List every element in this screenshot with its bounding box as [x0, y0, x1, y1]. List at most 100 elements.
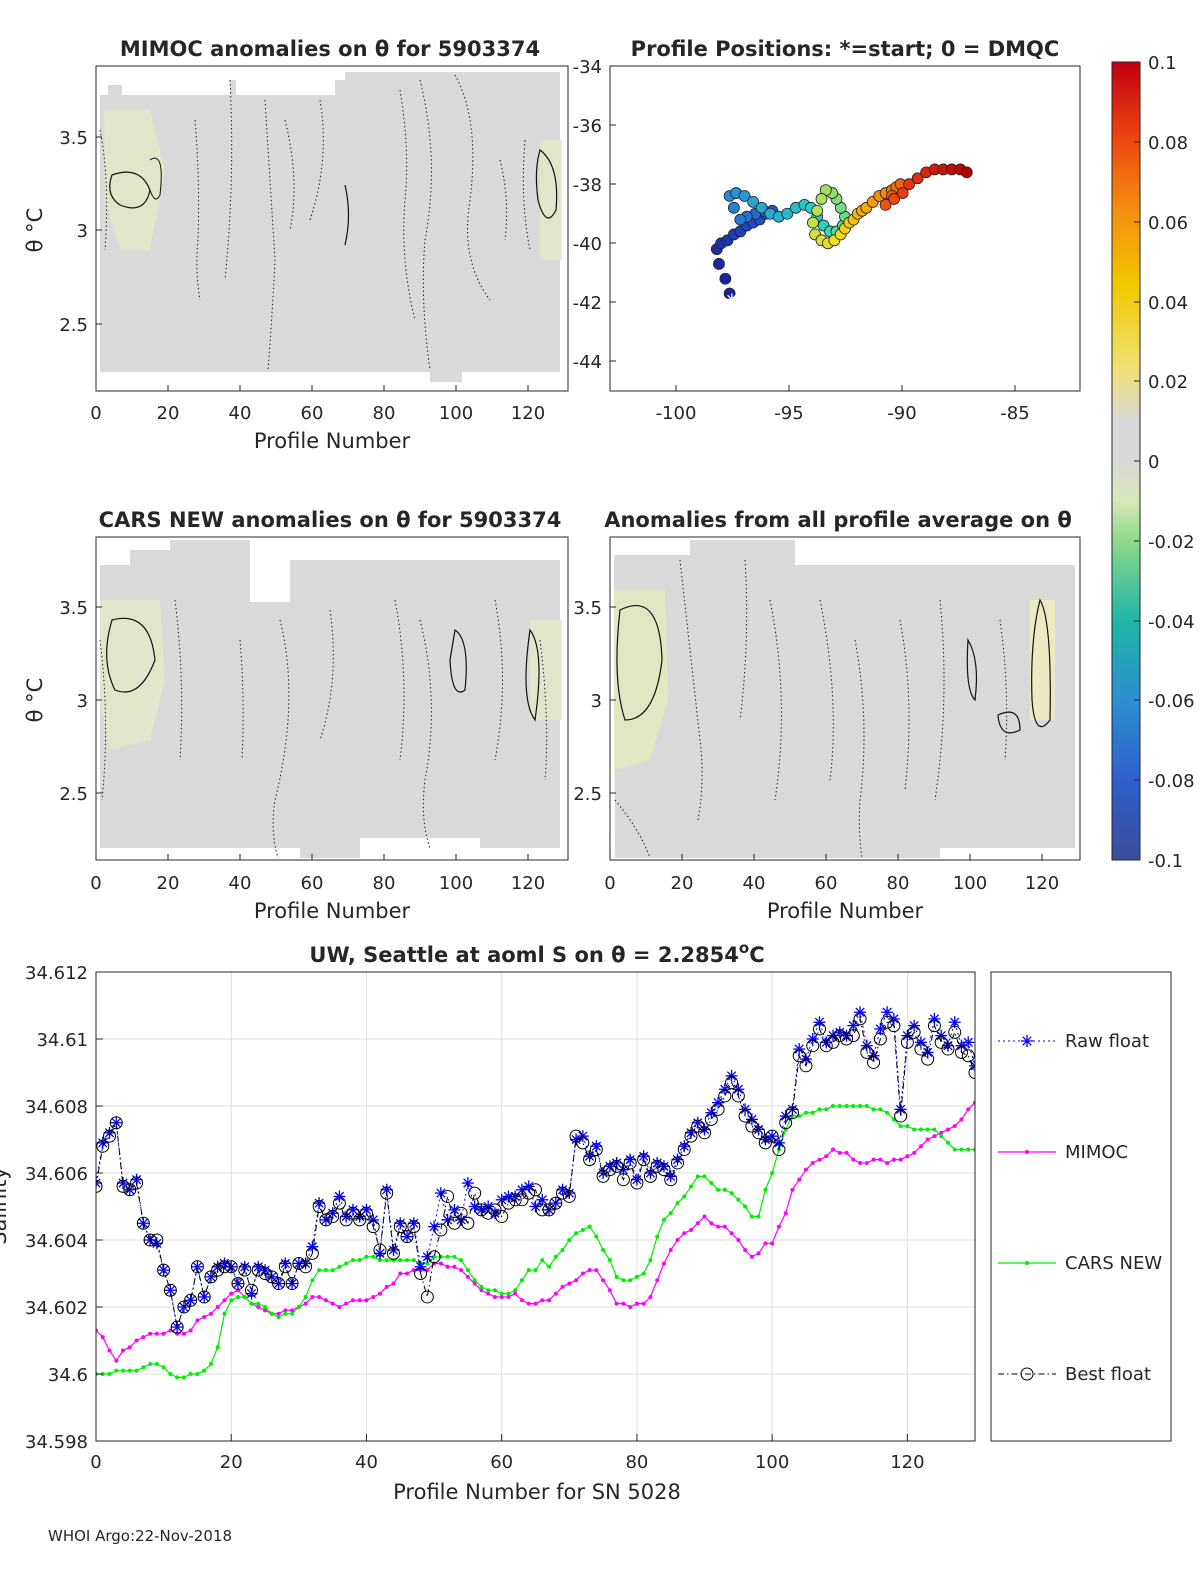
mimoc-point [885, 1160, 890, 1165]
avg-xtick: 60 [815, 873, 838, 894]
colorbar-tick: 0.06 [1148, 213, 1188, 234]
mimoc-point [141, 1335, 146, 1340]
mimoc-point [344, 1301, 349, 1306]
best-float-point [163, 1283, 177, 1297]
legend-label: CARS NEW [1065, 1253, 1162, 1274]
cars-new-point [763, 1187, 768, 1192]
cars-new-point [939, 1134, 944, 1139]
best-float-point [143, 1233, 157, 1247]
salinity-axes-box [95, 971, 976, 1442]
best-float-markers [96, 1012, 975, 1334]
colorbar-tick: -0.06 [1148, 691, 1195, 712]
mimoc-yticks: 2.5 3 3.5 [59, 128, 102, 336]
cars-new-point [810, 1110, 815, 1115]
mimoc-xtick: 80 [373, 403, 396, 424]
avg-xtick: 20 [671, 873, 694, 894]
cars-new-point [885, 1110, 890, 1115]
cars-contour [106, 617, 156, 693]
mimoc-point [526, 1301, 531, 1306]
positions-ytick: -42 [573, 293, 602, 314]
cars-new-point [492, 1288, 497, 1293]
mimoc-point [121, 1348, 126, 1353]
best-float-point [326, 1210, 340, 1224]
mimoc-point [722, 1224, 727, 1229]
best-float-point [136, 1216, 150, 1230]
best-float-point [738, 1109, 752, 1123]
mimoc-point [533, 1301, 538, 1306]
salinity-title-sup: o [739, 939, 749, 957]
mimoc-point [303, 1301, 308, 1306]
cars-new-point [432, 1254, 437, 1259]
cars-new-point [391, 1258, 396, 1263]
avg-ytick: 3.5 [573, 598, 602, 619]
mimoc-point [405, 1271, 410, 1276]
cars-new-point [175, 1375, 180, 1380]
position-point [781, 207, 794, 220]
raw-float-point [712, 1096, 725, 1109]
best-float-point [522, 1186, 536, 1200]
positions-ytick: -36 [573, 116, 602, 137]
best-float-point [887, 1019, 901, 1033]
cars-new-point [506, 1291, 511, 1296]
legend-items: Raw float MIMOC CARS NEW Best float [998, 1031, 1162, 1385]
best-float-point [319, 1213, 333, 1227]
position-point [811, 204, 824, 217]
avg-axes-box [609, 536, 1081, 861]
position-point [911, 172, 924, 185]
cars-new-point [121, 1368, 126, 1373]
salinity-xtick: 100 [755, 1452, 789, 1473]
legend-marker [1025, 1261, 1029, 1265]
avg-xtick: 120 [1025, 873, 1059, 894]
mimoc-point [459, 1268, 464, 1273]
mimoc-point [310, 1294, 315, 1299]
best-float-point [596, 1169, 610, 1183]
avg-title: Anomalies from all profile average on θ [604, 508, 1072, 532]
cars-new-point [148, 1361, 153, 1366]
raw-float-point [522, 1180, 535, 1193]
mimoc-point [770, 1241, 775, 1246]
raw-float-point [150, 1237, 163, 1250]
cars-new-point [824, 1107, 829, 1112]
cars-axes-box [95, 536, 569, 861]
avg-xtick: 40 [743, 873, 766, 894]
position-point [879, 198, 892, 211]
mimoc-point [959, 1117, 964, 1122]
legend-marker [1025, 1150, 1029, 1154]
mimoc-point [357, 1298, 362, 1303]
mimoc-point [675, 1238, 680, 1242]
cars-new-point [918, 1127, 923, 1132]
best-float-point [217, 1260, 231, 1274]
best-float-point [238, 1263, 252, 1277]
colorbar-tick: -0.1 [1148, 851, 1183, 872]
positions-xtick: -95 [774, 403, 803, 424]
best-float-point [109, 1116, 123, 1130]
cars-ytick: 3.5 [59, 598, 88, 619]
cars-new-point [702, 1174, 707, 1179]
cars-new-point [851, 1104, 856, 1108]
best-float-point [718, 1089, 732, 1103]
raw-float-point [908, 1019, 921, 1032]
best-float-point [353, 1213, 367, 1227]
colorbar-tick: -0.04 [1148, 612, 1195, 633]
mimoc-point [154, 1331, 159, 1336]
best-float-point [204, 1270, 218, 1284]
salinity-series [96, 1006, 975, 1380]
cars-new-point [519, 1278, 524, 1283]
salinity-xtick: 120 [890, 1452, 924, 1473]
avg-ytick: 2.5 [573, 784, 602, 805]
mimoc-point [202, 1315, 207, 1320]
raw-float-point [928, 1012, 941, 1025]
best-float-point [299, 1260, 313, 1274]
best-float-point [921, 1052, 935, 1066]
cars-new-point [864, 1104, 869, 1108]
mimoc-point [824, 1154, 829, 1159]
position-point [719, 272, 732, 285]
mimoc-point [844, 1150, 849, 1155]
cars-new-point [208, 1361, 213, 1366]
mimoc-point [918, 1144, 923, 1149]
mimoc-point [574, 1278, 579, 1283]
mimoc-point [114, 1358, 119, 1363]
cars-new-point [398, 1258, 403, 1263]
cars-new-point [878, 1107, 883, 1112]
mimoc-ytick: 2.5 [59, 315, 88, 336]
